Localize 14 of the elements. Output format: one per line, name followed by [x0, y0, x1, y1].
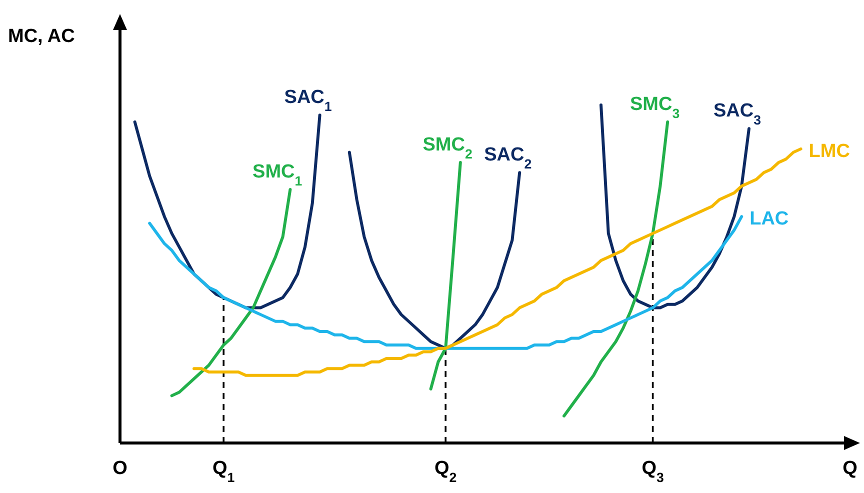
series-label: LMC	[808, 140, 850, 162]
x-tick-label: Q$_{1}$	[212, 458, 236, 484]
series-label: LAC	[750, 208, 789, 230]
series-label: SAC$_{2}$	[484, 144, 532, 172]
y-axis-title: MC, AC	[8, 26, 76, 47]
series-label: SAC$_{1}$	[284, 87, 332, 114]
series-label: SAC$_{3}$	[713, 100, 761, 128]
series-label: SMC$_{2}$	[422, 134, 472, 161]
x-tick-label: O	[112, 458, 128, 479]
x-tick-label: Q$_{3}$	[642, 458, 664, 484]
x-axis-title: Q	[842, 458, 858, 479]
series-label: SMC$_{3}$	[630, 94, 680, 120]
series-label: SMC$_{1}$	[252, 162, 303, 188]
x-tick-label: Q$_{2}$	[434, 458, 457, 484]
